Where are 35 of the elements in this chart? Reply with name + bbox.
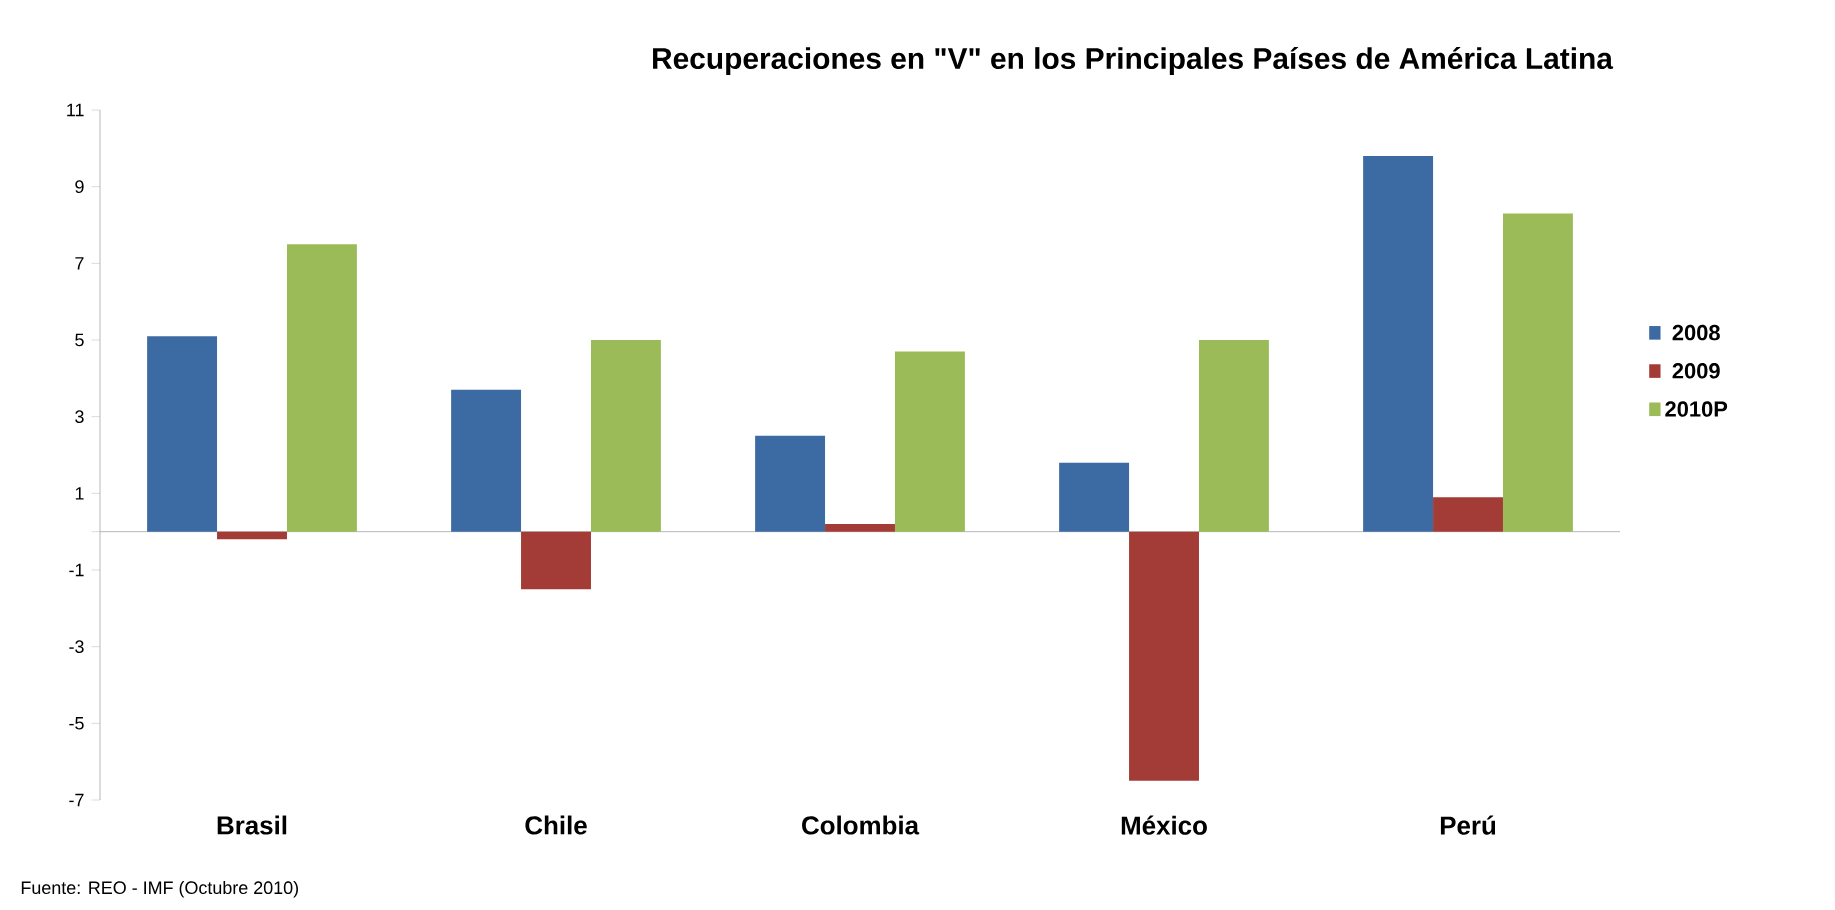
x-tick-label: Colombia xyxy=(802,815,920,835)
bar xyxy=(894,351,965,532)
bar xyxy=(1129,531,1199,781)
legend-label: 2010P xyxy=(1665,401,1728,417)
x-tick-label: Perú xyxy=(1440,815,1496,835)
y-tick-label: 11 xyxy=(67,103,84,117)
bar xyxy=(451,389,522,532)
y-tick-label: -1 xyxy=(69,563,84,577)
bar xyxy=(1198,340,1269,532)
chart-title: Recuperaciones en "V" en los Principales Países de América Latina xyxy=(653,46,1614,75)
y-tick-label: 5 xyxy=(75,333,84,347)
bar xyxy=(590,340,661,532)
y-tick-label: 7 xyxy=(75,257,84,270)
bar xyxy=(1502,213,1573,532)
bar xyxy=(755,435,826,532)
bar xyxy=(825,524,895,532)
legend-label: 2008 xyxy=(1672,324,1720,341)
y-tick-label: -3 xyxy=(69,640,84,654)
bar xyxy=(1059,462,1130,532)
x-tick-label: México xyxy=(1121,815,1207,835)
y-tick-label: 1 xyxy=(75,487,84,500)
bar xyxy=(1363,155,1434,532)
y-tick-label: -5 xyxy=(69,717,84,730)
bar xyxy=(1433,497,1503,532)
bar xyxy=(286,244,357,532)
y-tick-label: 3 xyxy=(75,410,84,424)
bar xyxy=(217,531,287,540)
x-tick-label: Chile xyxy=(525,815,587,835)
y-tick-label: 9 xyxy=(75,180,84,194)
legend-label: 2009 xyxy=(1672,363,1720,379)
source-note: Fuente: REO - IMF (Octubre 2010) xyxy=(21,880,298,898)
bar xyxy=(147,336,218,532)
bar xyxy=(521,531,591,590)
y-tick-label: -7 xyxy=(69,793,84,807)
x-tick-label: Brasil xyxy=(217,815,287,835)
